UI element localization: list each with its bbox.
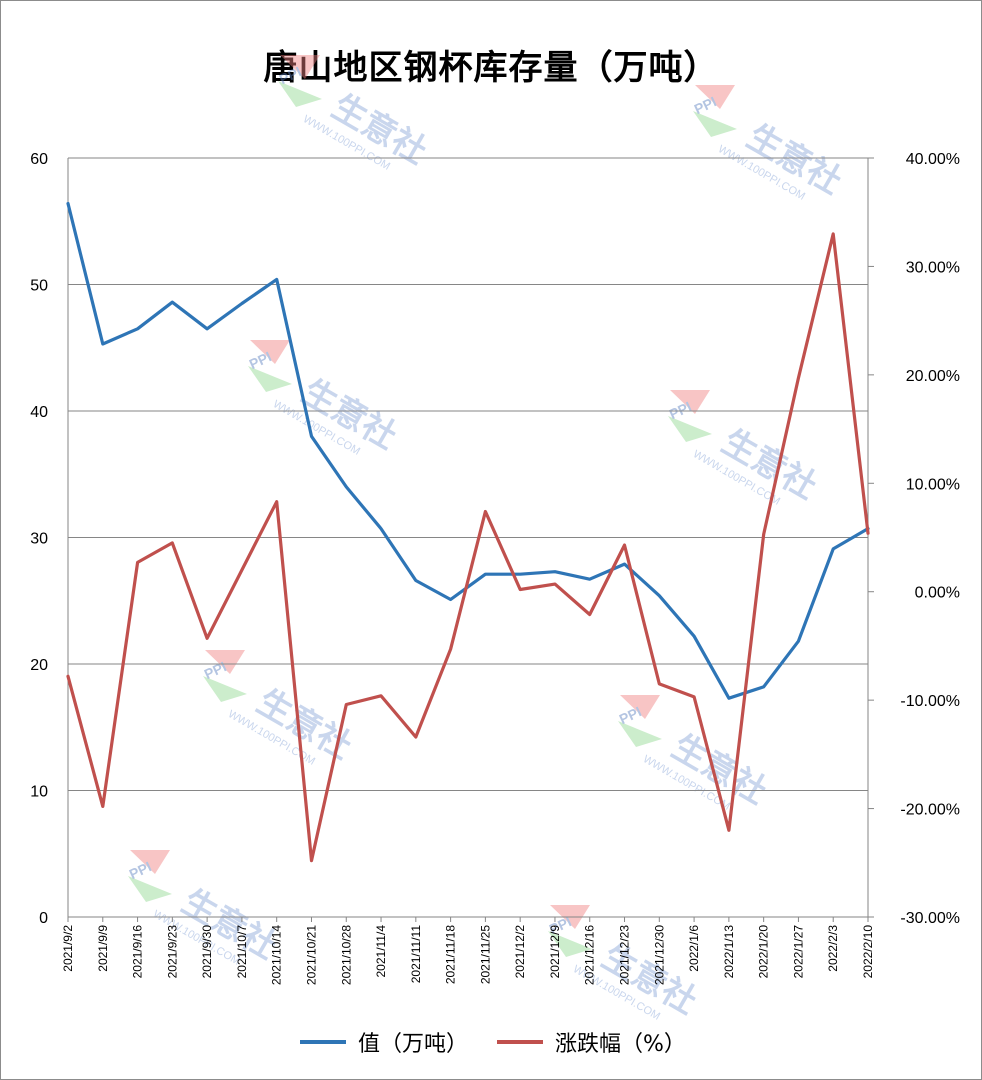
left-tick-label: 0 xyxy=(39,910,48,927)
x-tick-label: 2021/11/4 xyxy=(374,925,388,978)
chart-title: 唐山地区钢杯库存量（万吨） xyxy=(263,48,719,88)
right-tick-label: 10.00% xyxy=(906,476,960,493)
right-tick-label: -20.00% xyxy=(900,802,960,819)
left-tick-label: 60 xyxy=(30,151,48,168)
right-axis-ticks: -30.00% -20.00% -10.00% 0.00% 10.00% 20.00% 30… xyxy=(868,151,960,927)
x-tick-label: 2022/1/20 xyxy=(757,925,771,979)
gridlines xyxy=(67,157,869,918)
x-tick-label: 2022/1/6 xyxy=(687,925,701,972)
x-tick-label: 2021/9/16 xyxy=(131,925,145,979)
x-tick-label: 2021/11/11 xyxy=(409,925,423,984)
series-line-change xyxy=(66,232,870,863)
x-axis-ticks: 2021/9/2 2021/9/9 2021/9/16 2021/9/23 2021/9… xyxy=(61,917,875,985)
left-tick-label: 20 xyxy=(30,657,48,674)
legend-swatch-change xyxy=(497,1040,543,1044)
x-tick-label: 2021/9/23 xyxy=(165,925,179,979)
legend-label-change: 涨跌幅（%） xyxy=(555,1032,686,1057)
x-tick-label: 2021/10/21 xyxy=(304,925,318,985)
x-tick-label: 2021/12/9 xyxy=(548,925,562,979)
series-layer xyxy=(66,201,870,863)
x-tick-label: 2021/12/16 xyxy=(583,925,597,985)
x-tick-label: 2022/1/13 xyxy=(722,925,736,979)
left-axis-ticks: 0 10 20 30 40 50 60 xyxy=(30,151,48,927)
left-tick-label: 40 xyxy=(30,404,48,421)
right-tick-label: -30.00% xyxy=(900,910,960,927)
legend-label-value: 值（万吨） xyxy=(358,1032,469,1057)
x-tick-label: 2021/12/30 xyxy=(652,925,666,985)
right-tick-label: 20.00% xyxy=(906,368,960,385)
left-tick-label: 30 xyxy=(30,531,48,548)
legend-item-change: 涨跌幅（%） xyxy=(497,1026,686,1058)
x-tick-label: 2021/9/30 xyxy=(200,925,214,979)
left-tick-label: 10 xyxy=(30,784,48,801)
x-tick-label: 2021/12/2 xyxy=(513,925,527,979)
x-tick-label: 2021/12/23 xyxy=(618,925,632,985)
right-tick-label: 30.00% xyxy=(906,259,960,276)
x-tick-label: 2021/10/14 xyxy=(270,925,284,985)
x-tick-label: 2021/10/28 xyxy=(339,925,353,985)
x-tick-label: 2021/11/25 xyxy=(478,925,492,984)
x-tick-label: 2021/10/7 xyxy=(235,925,249,979)
legend-swatch-value xyxy=(300,1040,346,1044)
right-tick-label: -10.00% xyxy=(900,693,960,710)
x-tick-label: 2022/2/3 xyxy=(826,925,840,972)
right-tick-label: 40.00% xyxy=(906,151,960,168)
legend-item-value: 值（万吨） xyxy=(300,1026,468,1058)
left-tick-label: 50 xyxy=(30,278,48,295)
x-tick-label: 2022/2/10 xyxy=(861,925,875,979)
x-tick-label: 2021/9/9 xyxy=(96,925,110,972)
right-tick-label: 0.00% xyxy=(915,585,960,602)
x-tick-label: 2021/11/18 xyxy=(444,925,458,984)
x-tick-label: 2022/1/27 xyxy=(791,925,805,979)
x-tick-label: 2021/9/2 xyxy=(61,925,75,972)
